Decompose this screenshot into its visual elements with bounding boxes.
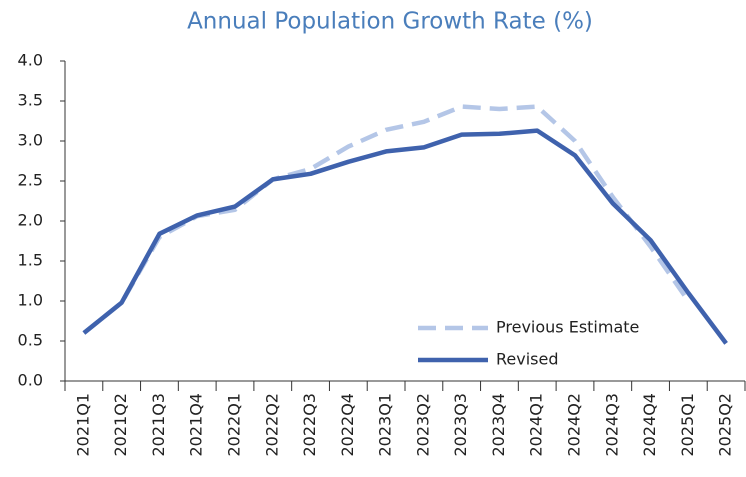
y-tick-label: 1.0 bbox=[18, 291, 43, 310]
chart-title: Annual Population Growth Rate (%) bbox=[187, 9, 593, 35]
x-tick-label: 2021Q1 bbox=[73, 393, 92, 457]
x-tick-label: 2023Q1 bbox=[376, 393, 395, 457]
x-tick-label: 2023Q4 bbox=[489, 393, 508, 457]
x-tick-label: 2023Q2 bbox=[413, 393, 432, 457]
y-tick-label: 3.5 bbox=[18, 91, 43, 110]
x-tick-label: 2022Q1 bbox=[225, 393, 244, 457]
y-tick-label: 2.0 bbox=[18, 211, 43, 230]
y-tick-label: 4.0 bbox=[18, 51, 43, 70]
legend-label: Revised bbox=[496, 350, 559, 369]
series-line bbox=[82, 104, 691, 335]
x-tick-label: 2024Q3 bbox=[602, 393, 621, 457]
x-tick-label: 2021Q3 bbox=[149, 393, 168, 457]
series-line bbox=[82, 128, 728, 345]
y-tick-label: 0.0 bbox=[18, 371, 43, 390]
x-tick-label: 2023Q3 bbox=[451, 393, 470, 457]
x-tick-label: 2024Q4 bbox=[640, 393, 659, 457]
x-tick-label: 2022Q2 bbox=[262, 393, 281, 457]
x-tick-label: 2021Q4 bbox=[187, 393, 206, 457]
x-tick-label: 2024Q1 bbox=[527, 393, 546, 457]
x-tick-label: 2022Q3 bbox=[300, 393, 319, 457]
y-tick-label: 3.0 bbox=[18, 131, 43, 150]
x-tick-label: 2024Q2 bbox=[565, 393, 584, 457]
legend-label: Previous Estimate bbox=[496, 318, 639, 337]
x-tick-label: 2025Q2 bbox=[716, 393, 735, 457]
x-tick-label: 2022Q4 bbox=[338, 393, 357, 457]
y-tick-label: 2.5 bbox=[18, 171, 43, 190]
x-tick-label: 2021Q2 bbox=[111, 393, 130, 457]
x-tick-label: 2025Q1 bbox=[678, 393, 697, 457]
y-tick-label: 1.5 bbox=[18, 251, 43, 270]
y-tick-label: 0.5 bbox=[18, 331, 43, 350]
